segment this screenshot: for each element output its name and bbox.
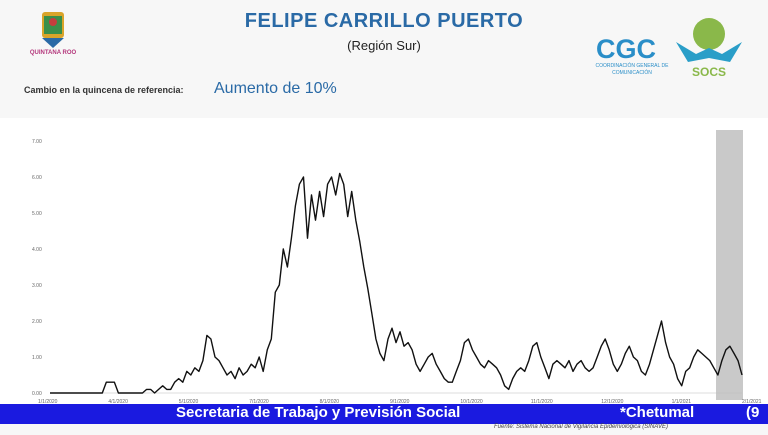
x-tick-label: 10/1/2020	[460, 399, 482, 405]
x-tick-label: 7/1/2020	[249, 399, 269, 405]
quintana-roo-logo-text: QUINTANA ROO	[29, 50, 77, 56]
banner-text: Secretaria de Trabajo y Previsión Social	[176, 404, 461, 421]
banner-location: *Chetumal	[620, 404, 695, 421]
x-tick-label: 12/1/2020	[601, 399, 623, 405]
y-tick-label: 5.00	[32, 211, 42, 217]
y-tick-label: 7.00	[32, 139, 42, 145]
x-tick-label: 4/1/2020	[108, 399, 128, 405]
y-tick-label: 0.00	[32, 391, 42, 397]
news-banner	[0, 404, 768, 424]
x-tick-label: 11/1/2020	[531, 399, 553, 405]
banner-location-suffix: (9	[746, 404, 760, 421]
change-value: Aumento de 10%	[214, 80, 337, 97]
cgc-logo-subtitle: COORDINACIÓN GENERAL DE COMUNICACIÓN	[595, 63, 669, 76]
highlight-shade	[716, 130, 743, 400]
cgc-logo-text: CGC	[596, 34, 656, 64]
series-line	[50, 172, 743, 394]
y-tick-label: 2.00	[32, 319, 42, 325]
x-tick-label: 8/1/2020	[320, 399, 340, 405]
quintana-roo-logo	[42, 12, 64, 48]
page-title: FELIPE CARRILLO PUERTO	[244, 10, 524, 32]
header: QUINTANA ROO FELIPE CARRILLO PUERTO (Reg…	[0, 0, 768, 110]
x-tick-label: 5/1/2020	[179, 399, 199, 405]
y-tick-label: 3.00	[32, 283, 42, 289]
y-tick-label: 4.00	[32, 247, 42, 253]
socs-logo: SOCS	[676, 18, 742, 79]
page-subtitle: (Región Sur)	[347, 38, 421, 53]
socs-logo-text: SOCS	[692, 65, 726, 79]
x-tick-label: 9/1/2020	[390, 399, 410, 405]
source-note: Fuente: Sistema Nacional de Vigilancia E…	[494, 424, 668, 430]
x-tick-label: 1/1/2020	[38, 399, 58, 405]
x-tick-label: 2/1/2021	[742, 399, 762, 405]
change-label: Cambio en la quincena de referencia:	[24, 85, 184, 95]
y-tick-label: 1.00	[32, 355, 42, 361]
x-tick-label: 1/1/2021	[672, 399, 692, 405]
y-tick-label: 6.00	[32, 175, 42, 181]
